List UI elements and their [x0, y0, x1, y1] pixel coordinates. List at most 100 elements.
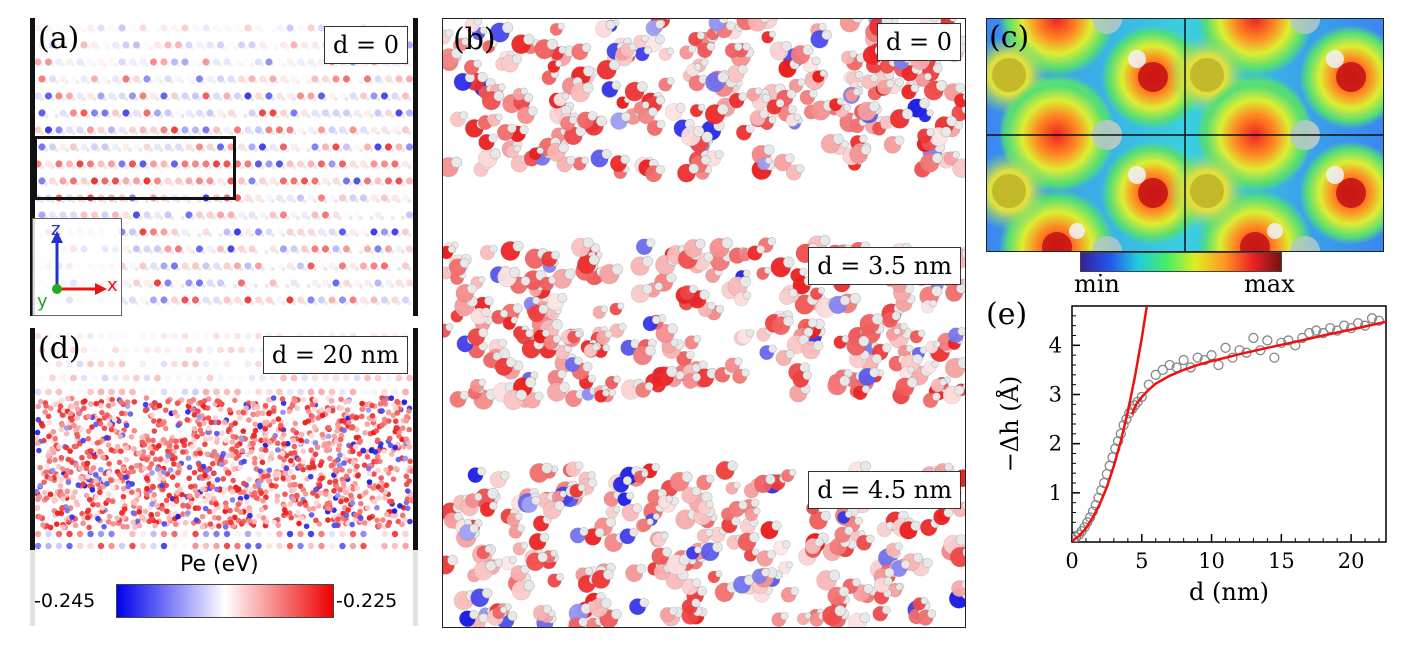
atom	[202, 441, 208, 448]
atom	[290, 427, 296, 433]
atom	[954, 82, 965, 94]
atom	[221, 419, 228, 426]
y-axis-label: −Δh (Å)	[996, 376, 1024, 473]
atom	[100, 455, 106, 461]
atom	[881, 605, 891, 615]
panel-b-distance-1: d = 0	[877, 23, 961, 61]
atom	[301, 374, 308, 382]
atom	[250, 199, 254, 203]
atom	[281, 267, 286, 271]
atom	[481, 307, 491, 318]
atom	[297, 530, 304, 538]
atom	[787, 105, 797, 115]
atom	[265, 530, 273, 538]
atom	[223, 542, 231, 550]
atom	[854, 516, 863, 526]
atom	[705, 474, 715, 484]
atom	[206, 41, 214, 49]
atom	[262, 447, 269, 453]
atom	[87, 542, 94, 550]
atom	[38, 346, 46, 354]
atom	[142, 508, 149, 515]
atom	[148, 511, 154, 518]
atom	[336, 462, 343, 469]
atom	[588, 254, 600, 266]
atom	[828, 569, 841, 582]
atom	[139, 530, 147, 538]
atom	[149, 228, 158, 236]
atom	[221, 486, 228, 493]
atom	[71, 97, 76, 101]
atom	[397, 267, 401, 271]
atom	[300, 177, 309, 185]
atom	[363, 489, 369, 496]
atom	[138, 216, 143, 220]
atom	[234, 530, 241, 538]
atom	[587, 374, 596, 383]
atom	[401, 250, 405, 254]
atom	[262, 402, 269, 409]
atom	[364, 374, 371, 382]
atom	[694, 545, 702, 554]
atom	[170, 92, 179, 100]
atom	[216, 279, 225, 287]
atom	[277, 422, 284, 429]
atom	[276, 542, 283, 550]
atom	[370, 126, 378, 134]
atom	[932, 63, 943, 74]
atom	[65, 182, 69, 186]
atom	[244, 388, 252, 396]
atom	[238, 346, 245, 354]
panel-c-colorbar	[1080, 252, 1282, 272]
atom	[155, 29, 160, 33]
atom	[122, 109, 130, 117]
atom	[369, 250, 374, 254]
atom	[218, 301, 223, 305]
atom	[72, 522, 79, 529]
atom	[208, 131, 212, 135]
atom	[727, 460, 738, 472]
atom	[185, 211, 193, 219]
atom	[339, 388, 346, 396]
atom	[97, 332, 105, 340]
atom	[80, 437, 87, 444]
atom	[122, 41, 130, 49]
atom	[374, 143, 382, 151]
atom	[380, 296, 389, 304]
atom	[108, 332, 115, 340]
atom	[96, 114, 101, 118]
atom	[239, 165, 244, 169]
atom	[481, 587, 493, 599]
atom	[601, 148, 612, 160]
atom	[83, 492, 90, 499]
atom	[37, 464, 43, 471]
atom	[120, 493, 127, 500]
atom	[50, 29, 55, 33]
atom	[802, 370, 812, 381]
atom	[512, 240, 524, 252]
atom	[41, 489, 48, 496]
atom	[124, 165, 128, 169]
atom	[405, 177, 414, 185]
atom	[45, 413, 52, 420]
atom	[332, 109, 340, 117]
atom	[266, 410, 272, 416]
atom	[715, 570, 723, 578]
atom	[292, 29, 296, 33]
atom	[339, 467, 345, 473]
y-tick-label: 2	[1049, 432, 1062, 456]
atom	[962, 93, 965, 101]
atom	[92, 29, 97, 33]
atom	[212, 250, 216, 254]
atom	[250, 29, 254, 33]
atom	[407, 267, 412, 271]
atom	[217, 374, 224, 382]
atom	[164, 75, 172, 83]
atom	[378, 475, 384, 481]
atom	[542, 604, 552, 614]
atom	[155, 97, 160, 101]
atom	[108, 360, 115, 368]
atom	[296, 148, 300, 152]
atom	[149, 216, 153, 220]
atom	[143, 456, 150, 463]
